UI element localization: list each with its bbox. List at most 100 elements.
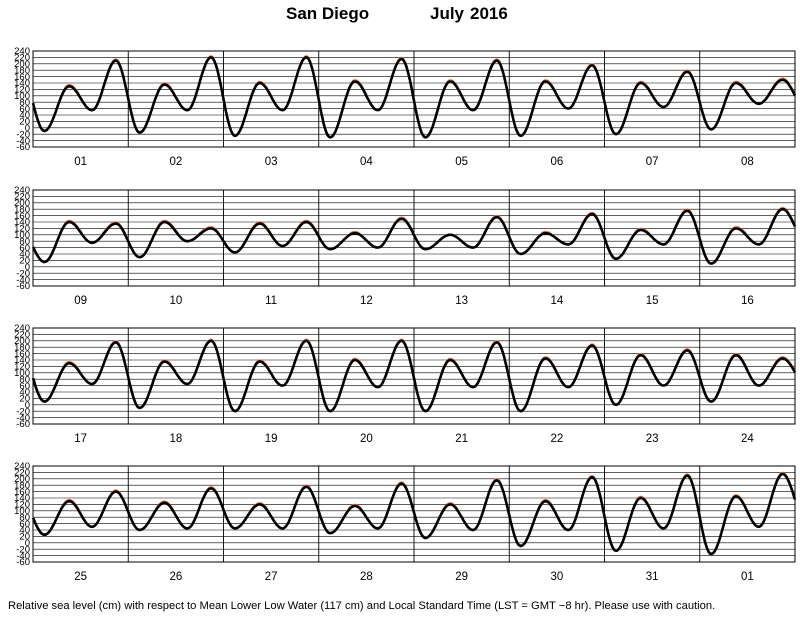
x-day-label: 16 [741,295,754,307]
y-tick-label: -20 [16,129,30,140]
y-tick-label: 160 [14,72,30,83]
plot-frame [32,327,796,425]
plot-frame [32,50,796,148]
chart-title-month: July [430,4,465,23]
x-day-label: 26 [169,571,182,583]
x-day-label: 22 [550,433,563,445]
x-day-label: 06 [550,156,563,168]
y-tick-label: -60 [16,142,30,153]
x-day-label: 08 [741,156,754,168]
y-tick-label: 40 [19,387,30,398]
y-tick-label: -60 [16,281,30,292]
y-tick-label: 80 [19,236,30,247]
x-day-label: 01 [741,571,754,583]
x-day-label: 21 [455,433,468,445]
y-tick-label: 200 [14,198,30,209]
y-tick-label: 0 [25,123,30,134]
x-day-label: 24 [741,433,754,445]
y-tick-label: 160 [14,487,30,498]
y-tick-label: 220 [14,192,30,203]
x-day-label: 12 [360,295,373,307]
y-tick-label: 80 [19,374,30,385]
y-tick-label: -40 [16,275,30,286]
plot-frame [32,189,796,287]
y-tick-label: -20 [16,268,30,279]
y-tick-label: 180 [14,342,30,353]
y-tick-label: 60 [19,104,30,115]
y-tick-label: -20 [16,406,30,417]
x-day-label: 29 [455,571,468,583]
y-tick-label: 0 [25,262,30,273]
x-day-label: 09 [74,295,87,307]
observed-series-line [31,339,797,413]
x-day-label: 01 [74,156,87,168]
y-tick-label: 220 [14,53,30,64]
y-tick-label: 0 [25,400,30,411]
y-tick-label: -40 [16,551,30,562]
y-tick-label: 100 [14,230,30,241]
y-tick-label: 120 [14,500,30,511]
y-tick-label: 80 [19,512,30,523]
y-tick-label: 240 [14,46,30,57]
y-tick-label: 120 [14,224,30,235]
x-day-label: 11 [265,295,277,307]
observed-series-line [31,472,797,556]
x-day-label: 05 [455,156,468,168]
x-day-label: 10 [169,295,182,307]
observed-series-line [31,207,797,265]
x-day-label: 23 [646,433,659,445]
y-tick-label: 20 [19,532,30,543]
y-tick-label: -40 [16,136,30,147]
y-tick-label: 200 [14,59,30,70]
y-tick-label: 200 [14,336,30,347]
y-tick-label: 140 [14,78,30,89]
y-tick-label: 20 [19,117,30,128]
y-tick-label: 140 [14,493,30,504]
chart-title-year: 2016 [470,4,508,23]
plot-frame [32,465,796,563]
y-tick-label: -60 [16,419,30,430]
y-tick-label: 40 [19,525,30,536]
x-day-label: 20 [360,433,373,445]
y-tick-label: 240 [14,185,30,196]
y-tick-label: 140 [14,217,30,228]
x-day-label: 31 [646,571,659,583]
y-tick-label: 140 [14,355,30,366]
y-tick-label: 240 [14,461,30,472]
y-tick-label: 240 [14,323,30,334]
x-day-label: 03 [265,156,278,168]
chart-caption: Relative sea level (cm) with respect to … [8,600,716,612]
y-tick-label: 220 [14,468,30,479]
y-tick-label: 40 [19,110,30,121]
y-tick-label: 180 [14,65,30,76]
y-tick-label: 0 [25,538,30,549]
y-tick-label: 60 [19,519,30,530]
x-day-label: 18 [169,433,182,445]
y-tick-label: 60 [19,381,30,392]
x-day-label: 07 [646,156,659,168]
chart-title-location: San Diego [286,4,370,23]
y-tick-label: 160 [14,349,30,360]
x-day-label: 17 [74,433,87,445]
y-tick-label: 200 [14,474,30,485]
y-tick-label: 180 [14,480,30,491]
y-tick-label: 40 [19,249,30,260]
y-tick-label: 100 [14,506,30,517]
y-tick-label: 180 [14,204,30,215]
y-tick-label: 80 [19,97,30,108]
x-day-label: 28 [360,571,373,583]
y-tick-label: 100 [14,91,30,102]
y-tick-label: 20 [19,256,30,267]
y-tick-label: -40 [16,413,30,424]
tide-panel-2: 240220200180160140120100806040200-20-40-… [14,185,797,307]
y-tick-label: 20 [19,394,30,405]
x-day-label: 04 [360,156,373,168]
observed-series-line [31,56,797,139]
y-tick-label: 120 [14,85,30,96]
x-day-label: 30 [550,571,563,583]
y-tick-label: 220 [14,330,30,341]
y-tick-label: -60 [16,557,30,568]
y-tick-label: -20 [16,544,30,555]
y-tick-label: 160 [14,211,30,222]
